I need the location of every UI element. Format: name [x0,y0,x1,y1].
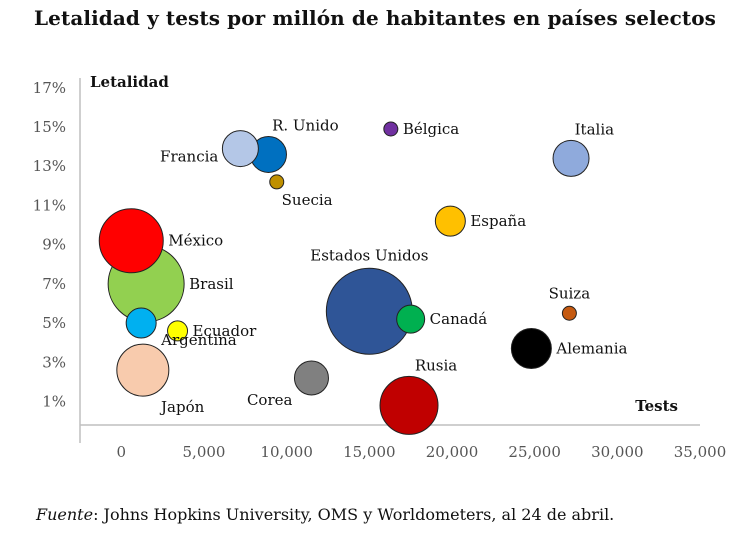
bubble-chart: 1% 3% 5% 7% 9% 11% 13% 15% 17% 0 5,000 10,000 15,000… [33,73,727,461]
bubble-argentina [125,307,157,339]
label-layer: Bélgica R. Unido Francia Italia Suecia España… [159,116,627,416]
bubble-francia [221,130,259,168]
y-tick-label: 5% [42,314,66,332]
y-tick-label: 13% [33,157,66,175]
chart-axes: 1% 3% 5% 7% 9% 11% 13% 15% 17% 0 5,000 10,000 15,000… [33,73,727,461]
source-note: Fuente: Johns Hopkins University, OMS y … [36,505,614,524]
bubble-corea [293,360,329,396]
bubble-italia [552,139,590,177]
y-tick-label: 9% [42,236,66,254]
point-label-estados-unidos: Estados Unidos [310,246,428,264]
y-tick-label: 15% [33,118,66,136]
bubble-canad- [396,304,426,334]
point-label-rusia: Rusia [415,356,457,374]
x-tick-label: 25,000 [508,443,561,461]
point-label-italia: Italia [575,120,614,138]
y-tick-label: 1% [42,392,66,410]
bubble-ecuador [167,320,189,342]
bubble-layer [98,121,590,435]
point-label-jap-n: Japón [159,398,205,416]
point-label-suiza: Suiza [549,284,591,302]
point-label-suecia: Suecia [282,191,333,209]
point-label-canad-: Canadá [430,310,488,328]
y-axis-title: Letalidad [90,73,169,91]
y-tick-label: 7% [42,275,66,293]
point-label-ecuador: Ecuador [193,322,258,340]
source-label: Fuente [36,505,94,524]
y-tick-label: 11% [33,196,66,214]
bubble-m-xico [98,208,164,274]
bubble-jap-n [116,343,170,397]
point-label-espa-a: España [470,212,526,230]
bubble-alemania [510,328,552,370]
point-label-alemania: Alemania [555,340,627,358]
point-label-m-xico: México [168,232,223,250]
point-label-argentina: Argentina [160,331,237,349]
point-label-brasil: Brasil [189,275,234,293]
y-tick-label: 17% [33,79,66,97]
source-text: : Johns Hopkins University, OMS y Worldo… [93,505,615,524]
bubble-rusia [379,375,439,435]
bubble-suiza [561,305,577,321]
x-tick-label: 0 [117,443,127,461]
bubble-suecia [269,174,285,190]
y-tick-label: 3% [42,353,66,371]
point-label-b-lgica: Bélgica [403,120,459,138]
x-tick-label: 15,000 [343,443,396,461]
point-label-r-unido: R. Unido [272,116,339,134]
point-label-corea: Corea [247,391,293,409]
x-tick-label: 10,000 [260,443,313,461]
bubble-espa-a [434,205,466,237]
x-axis-title: Tests [635,397,678,415]
x-tick-label: 35,000 [674,443,727,461]
x-tick-label: 30,000 [591,443,644,461]
chart-title: Letalidad y tests por millón de habitant… [34,6,717,30]
x-tick-label: 5,000 [183,443,226,461]
x-tick-label: 20,000 [426,443,479,461]
bubble-b-lgica [383,121,399,137]
point-label-francia: Francia [160,148,218,166]
